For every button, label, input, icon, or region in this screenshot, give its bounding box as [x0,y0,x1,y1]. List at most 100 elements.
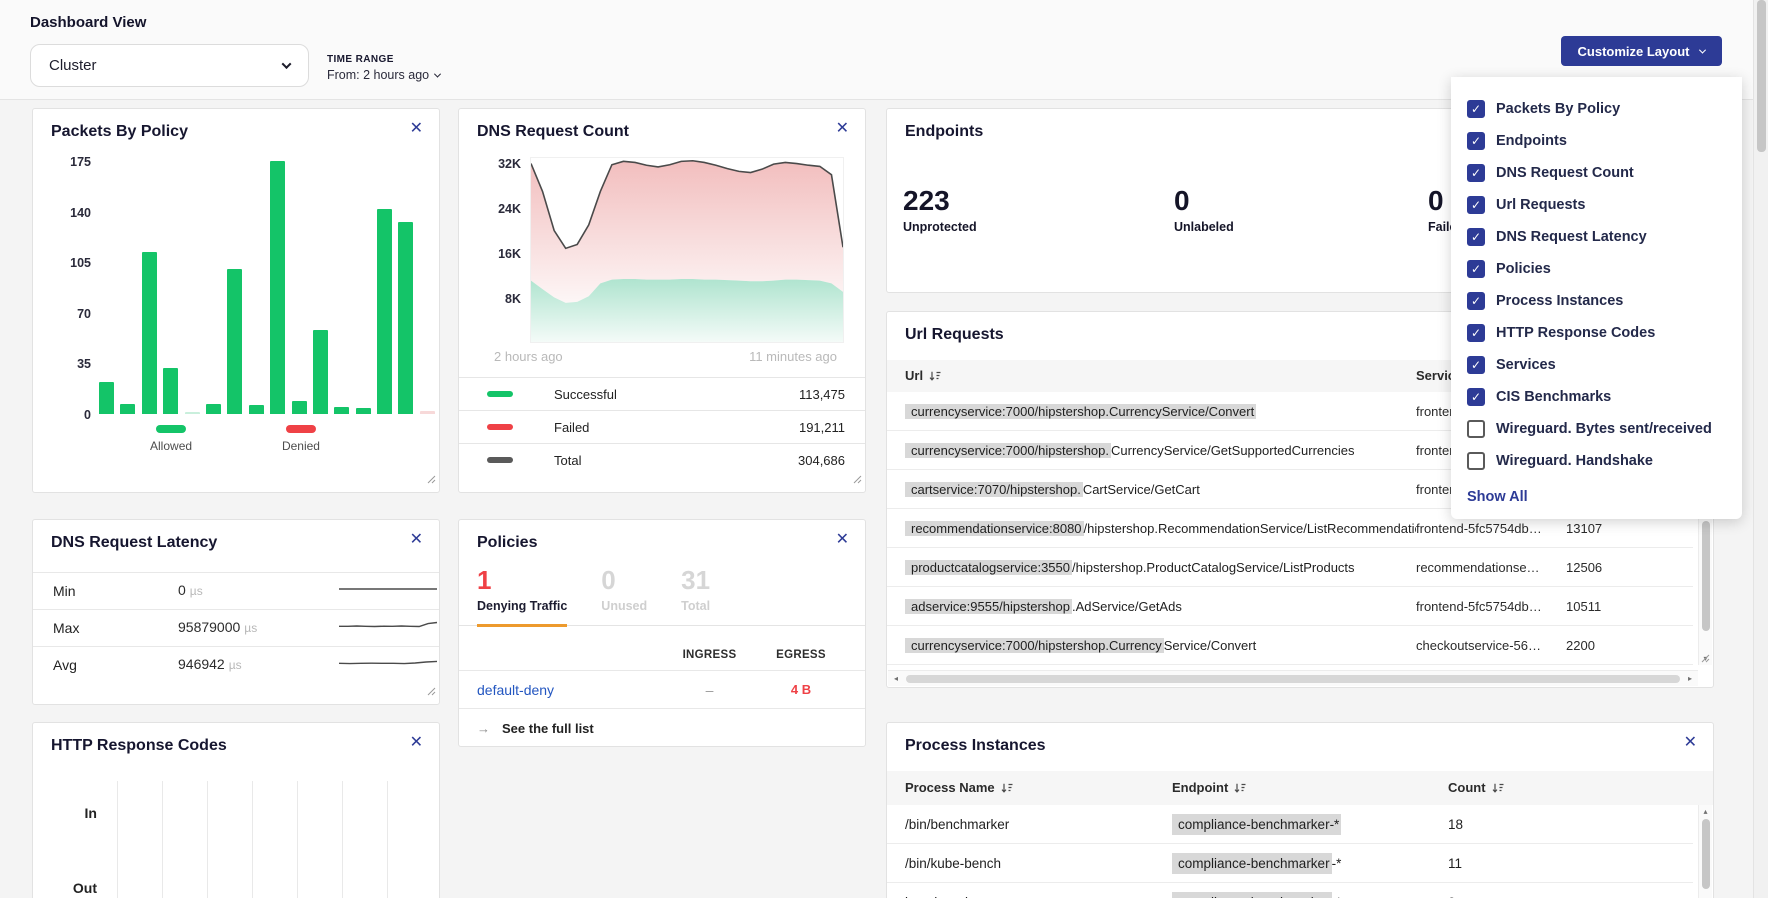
y-axis-tick: 140 [70,206,91,220]
checkbox-icon[interactable]: ✓ [1467,228,1485,246]
y-axis-tick: 175 [70,155,91,169]
close-icon[interactable]: ✕ [836,532,849,548]
vertical-scrollbar[interactable]: ▴ [1698,805,1712,898]
layout-menu-item[interactable]: ✓CIS Benchmarks [1467,381,1726,413]
tab-unused[interactable]: 0 Unused [601,566,647,625]
dns-request-latency-card: DNS Request Latency ✕ Min0µsMax95879000µ… [32,519,440,705]
sort-icon[interactable] [1492,781,1504,796]
layout-menu-item-label: Process Instances [1496,293,1623,309]
checkbox-icon[interactable]: ✓ [1467,260,1485,278]
layout-menu-item[interactable]: Wireguard. Handshake [1467,445,1726,477]
layout-menu-item-label: Url Requests [1496,197,1585,213]
column-header-egress: EGRESS [757,649,845,661]
scroll-right-icon[interactable]: ▸ [1682,674,1698,683]
url-cell: currencyservice:7000/hipstershop.Currenc… [905,443,1416,458]
checkbox-icon[interactable] [1467,452,1485,470]
chart-legend: Successful113,475Failed191,211Total304,6… [459,377,865,476]
column-header-count[interactable]: Count [1448,780,1713,796]
close-icon[interactable]: ✕ [836,121,849,137]
http-chart [117,781,433,898]
layout-menu-item[interactable]: ✓DNS Request Latency [1467,221,1726,253]
checkbox-icon[interactable]: ✓ [1467,356,1485,374]
layout-menu-item[interactable]: Wireguard. Bytes sent/received [1467,413,1726,445]
tab-label: Denying Traffic [477,599,567,613]
view-selector[interactable]: Cluster [30,44,309,87]
y-axis: 8K16K24K32K [471,157,521,343]
resize-handle-icon[interactable] [427,683,436,701]
scroll-left-icon[interactable]: ◂ [888,674,904,683]
ingress-value: – [662,682,757,698]
endpoint-highlight: compliance-benchmarker [1172,892,1332,898]
scrollbar-thumb[interactable] [906,675,1680,683]
gridline [117,781,118,898]
layout-menu-item[interactable]: ✓Services [1467,349,1726,381]
process-name-cell: benchmarker [905,892,1172,898]
see-full-list-link[interactable]: → See the full list [459,708,865,748]
card-title: Endpoints [905,123,983,141]
checkbox-icon[interactable]: ✓ [1467,324,1485,342]
checkbox-icon[interactable]: ✓ [1467,164,1485,182]
column-header-endpoint[interactable]: Endpoint [1172,780,1448,796]
resize-handle-icon[interactable] [853,471,862,489]
customize-layout-button[interactable]: Customize Layout [1561,36,1722,66]
scrollbar-track[interactable] [904,675,1682,683]
bar [185,412,200,414]
y-axis-tick: 0 [84,408,91,422]
sort-icon[interactable] [1234,781,1246,796]
bar [206,404,221,414]
sort-icon[interactable] [1001,781,1013,796]
card-title: Packets By Policy [51,123,188,141]
checkbox-icon[interactable]: ✓ [1467,132,1485,150]
resize-handle-icon[interactable] [1701,650,1710,668]
layout-menu-item[interactable]: ✓HTTP Response Codes [1467,317,1726,349]
layout-menu-item[interactable]: ✓Policies [1467,253,1726,285]
scroll-up-icon[interactable]: ▴ [1699,807,1712,816]
stat-unlabeled: 0 Unlabeled [1174,187,1234,234]
latency-table: Min0µsMax95879000µsAvg946942µs [33,572,439,683]
legend-swatch [286,425,316,433]
legend-value: 304,686 [798,453,845,468]
layout-menu-item[interactable]: ✓Endpoints [1467,125,1726,157]
process-instances-card: Process Instances ✕ Process Name Endpoin… [886,722,1714,898]
resize-handle-icon[interactable] [427,471,436,489]
scrollbar-thumb[interactable] [1702,819,1710,889]
stat-label: Unlabeled [1174,220,1234,234]
checkbox-icon[interactable] [1467,420,1485,438]
checkbox-icon[interactable]: ✓ [1467,388,1485,406]
table-row[interactable]: /bin/kube-benchcompliance-benchmarker-*1… [887,844,1693,883]
table-row[interactable]: benchmarkercompliance-benchmarker-*9 [887,883,1693,898]
horizontal-scrollbar[interactable]: ◂ ▸ [888,670,1698,686]
bar [249,405,264,414]
close-icon[interactable]: ✕ [1684,735,1697,751]
column-header-process-name[interactable]: Process Name [905,780,1172,796]
table-row[interactable]: adservice:9555/hipstershop.AdService/Get… [887,587,1693,626]
table-row[interactable]: /bin/benchmarkercompliance-benchmarker-*… [887,805,1693,844]
close-icon[interactable]: ✕ [410,735,423,751]
layout-menu-item[interactable]: ✓ Process Instances [1467,285,1726,317]
close-icon[interactable]: ✕ [410,121,423,137]
layout-menu-item[interactable]: ✓ Url Requests [1467,189,1726,221]
url-highlight: productcatalogservice:3550 [905,560,1072,575]
scrollbar-thumb[interactable] [1757,0,1766,152]
checkbox-icon[interactable]: ✓ [1467,196,1485,214]
checkbox-icon[interactable]: ✓ [1467,292,1485,310]
tab-total[interactable]: 31 Total [681,566,710,625]
close-icon[interactable]: ✕ [410,532,423,548]
policies-tabs: 1 Denying Traffic 0 Unused 31 Total [459,566,865,626]
column-header-url[interactable]: Url [905,368,1416,384]
layout-menu-item[interactable]: ✓DNS Request Count [1467,157,1726,189]
show-all-link[interactable]: Show All [1467,489,1726,505]
endpoint-cell: compliance-benchmarker-* [1172,856,1448,871]
scrollbar-thumb[interactable] [1702,521,1710,631]
legend-label: Successful [554,387,617,402]
sort-icon[interactable] [929,369,941,384]
table-row[interactable]: currencyservice:7000/hipstershop.Currenc… [887,626,1693,665]
time-range-value[interactable]: From: 2 hours ago [327,68,440,82]
policy-link[interactable]: default-deny [477,682,662,698]
layout-menu-item[interactable]: ✓Packets By Policy [1467,93,1726,125]
url-cell: recommendationservice:8080/hipstershop.R… [905,521,1416,536]
tab-denying-traffic[interactable]: 1 Denying Traffic [477,566,567,627]
checkbox-icon[interactable]: ✓ [1467,100,1485,118]
table-row[interactable]: productcatalogservice:3550/hipstershop.P… [887,548,1693,587]
page-scrollbar[interactable] [1753,0,1768,898]
